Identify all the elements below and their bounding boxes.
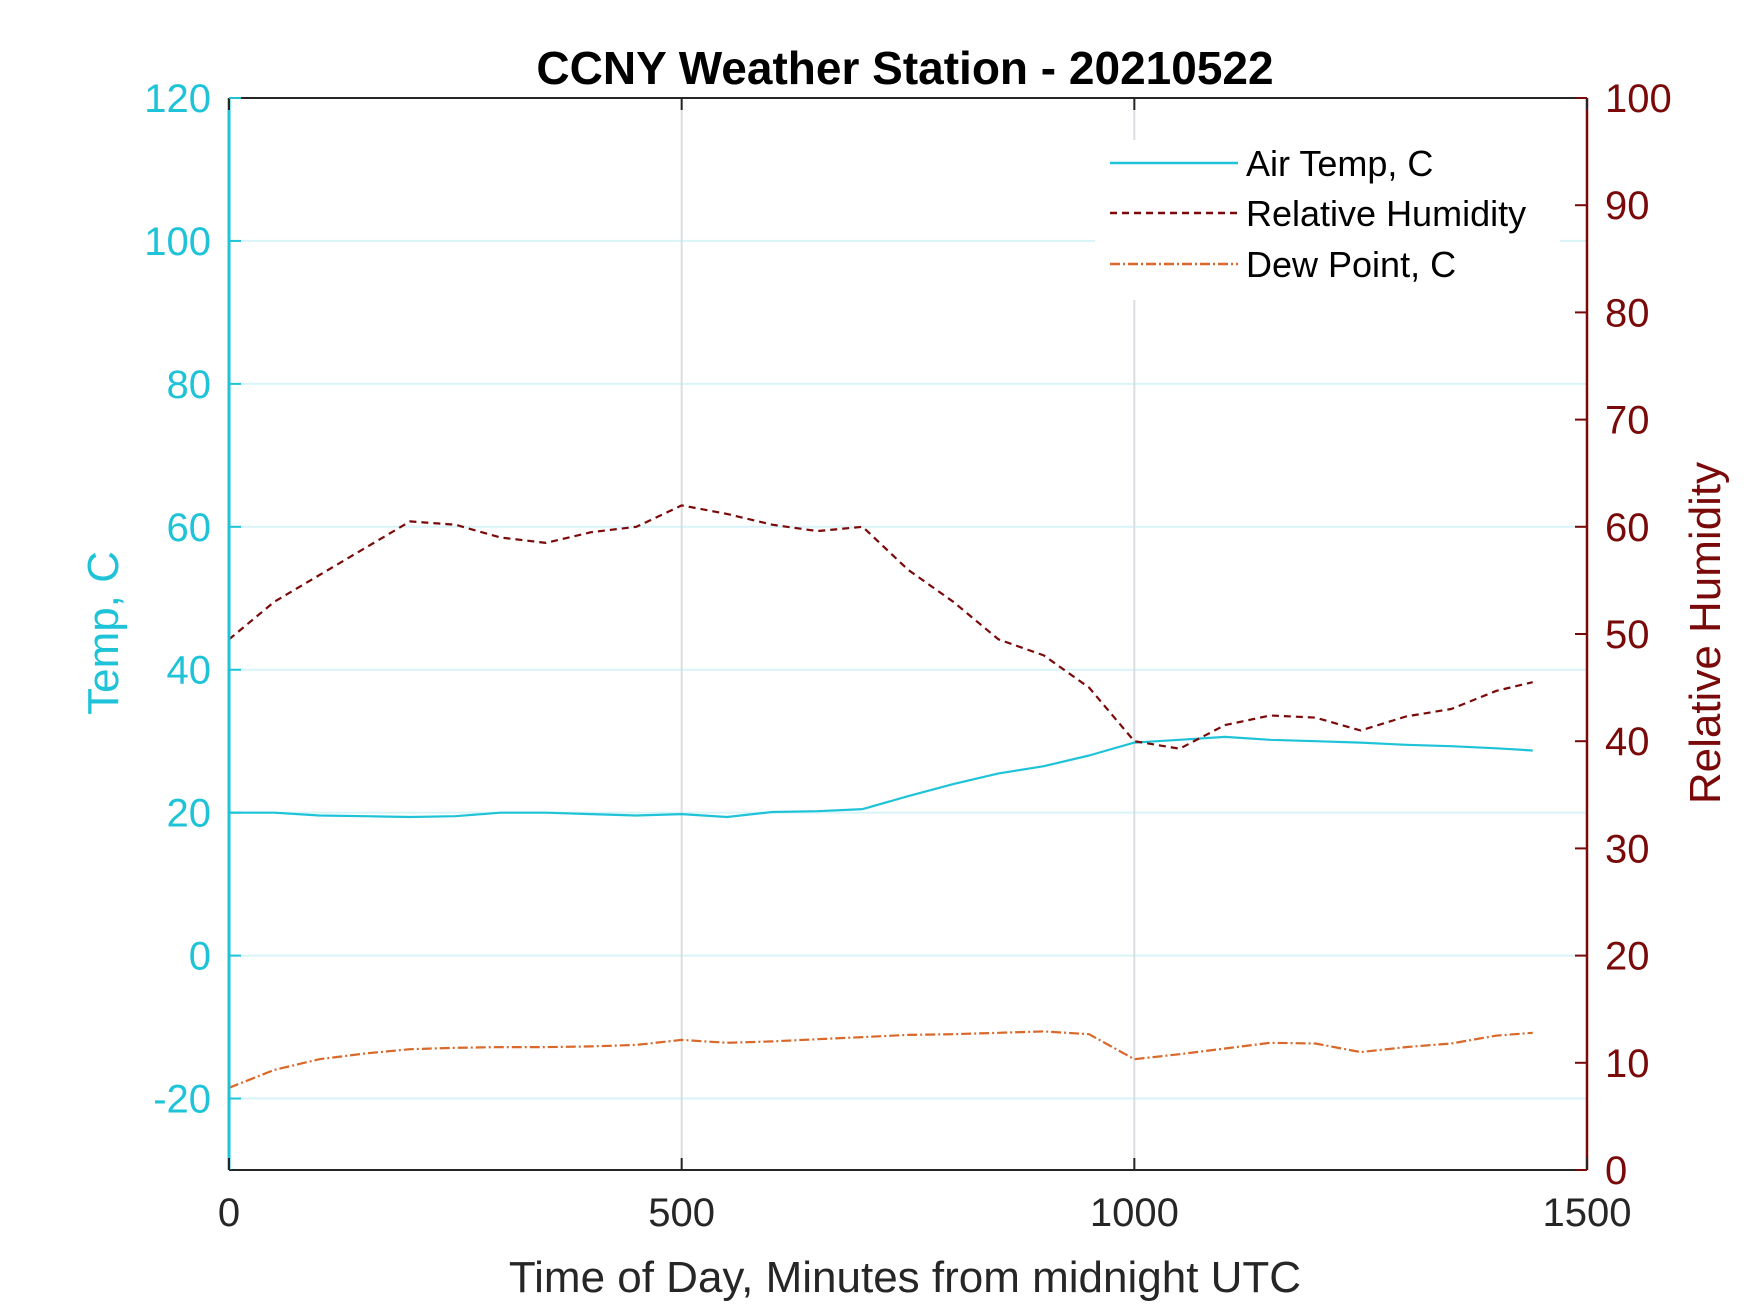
- left-tick-label: -20: [153, 1078, 211, 1122]
- grid: [229, 97, 1587, 1170]
- right-tick-label: 30: [1605, 827, 1650, 871]
- x-axis-label: Time of Day, Minutes from midnight UTC: [509, 1253, 1301, 1302]
- left-tick-label: 80: [167, 363, 212, 407]
- left-tick-label: 120: [144, 77, 211, 121]
- left-tick-label: 0: [189, 935, 211, 979]
- legend-label-dew-point: Dew Point, C: [1246, 244, 1456, 285]
- legend-label-humidity: Relative Humidity: [1246, 193, 1526, 234]
- legend: Air Temp, C Relative Humidity Dew Point,…: [1095, 140, 1560, 300]
- series-line-1: [228, 504, 1533, 750]
- chart-title: CCNY Weather Station - 20210522: [536, 42, 1273, 94]
- x-tick-label: 500: [648, 1191, 715, 1235]
- right-tick-label: 10: [1605, 1042, 1650, 1086]
- x-tick-label: 1500: [1543, 1191, 1632, 1235]
- right-axis-label: Relative Humidity: [1681, 462, 1730, 804]
- left-tick-label: 60: [167, 506, 212, 550]
- left-tick-label: 100: [144, 220, 211, 264]
- right-tick-label: 60: [1605, 506, 1650, 550]
- right-tick-label: 80: [1605, 291, 1650, 335]
- right-tick-label: 90: [1605, 184, 1650, 228]
- right-tick-label: 100: [1605, 77, 1672, 121]
- left-tick-label: 40: [167, 649, 212, 693]
- x-tick-label: 0: [218, 1191, 240, 1235]
- x-tick-label: 1000: [1090, 1191, 1179, 1235]
- axes: 0 500 1000 1500120100806040200-201009080706…: [144, 77, 1672, 1235]
- right-tick-label: 20: [1605, 935, 1650, 979]
- right-tick-label: 0: [1605, 1149, 1627, 1193]
- series-line-2: [228, 1030, 1533, 1089]
- right-tick-label: 70: [1605, 399, 1650, 443]
- right-tick-label: 40: [1605, 720, 1650, 764]
- legend-label-air-temp: Air Temp, C: [1246, 143, 1433, 184]
- series-layer: [228, 504, 1533, 1089]
- left-tick-label: 20: [167, 792, 212, 836]
- left-axis-label: Temp, C: [79, 551, 128, 715]
- legend-box: [1095, 140, 1560, 300]
- right-tick-label: 50: [1605, 613, 1650, 657]
- series-line-0: [229, 735, 1533, 819]
